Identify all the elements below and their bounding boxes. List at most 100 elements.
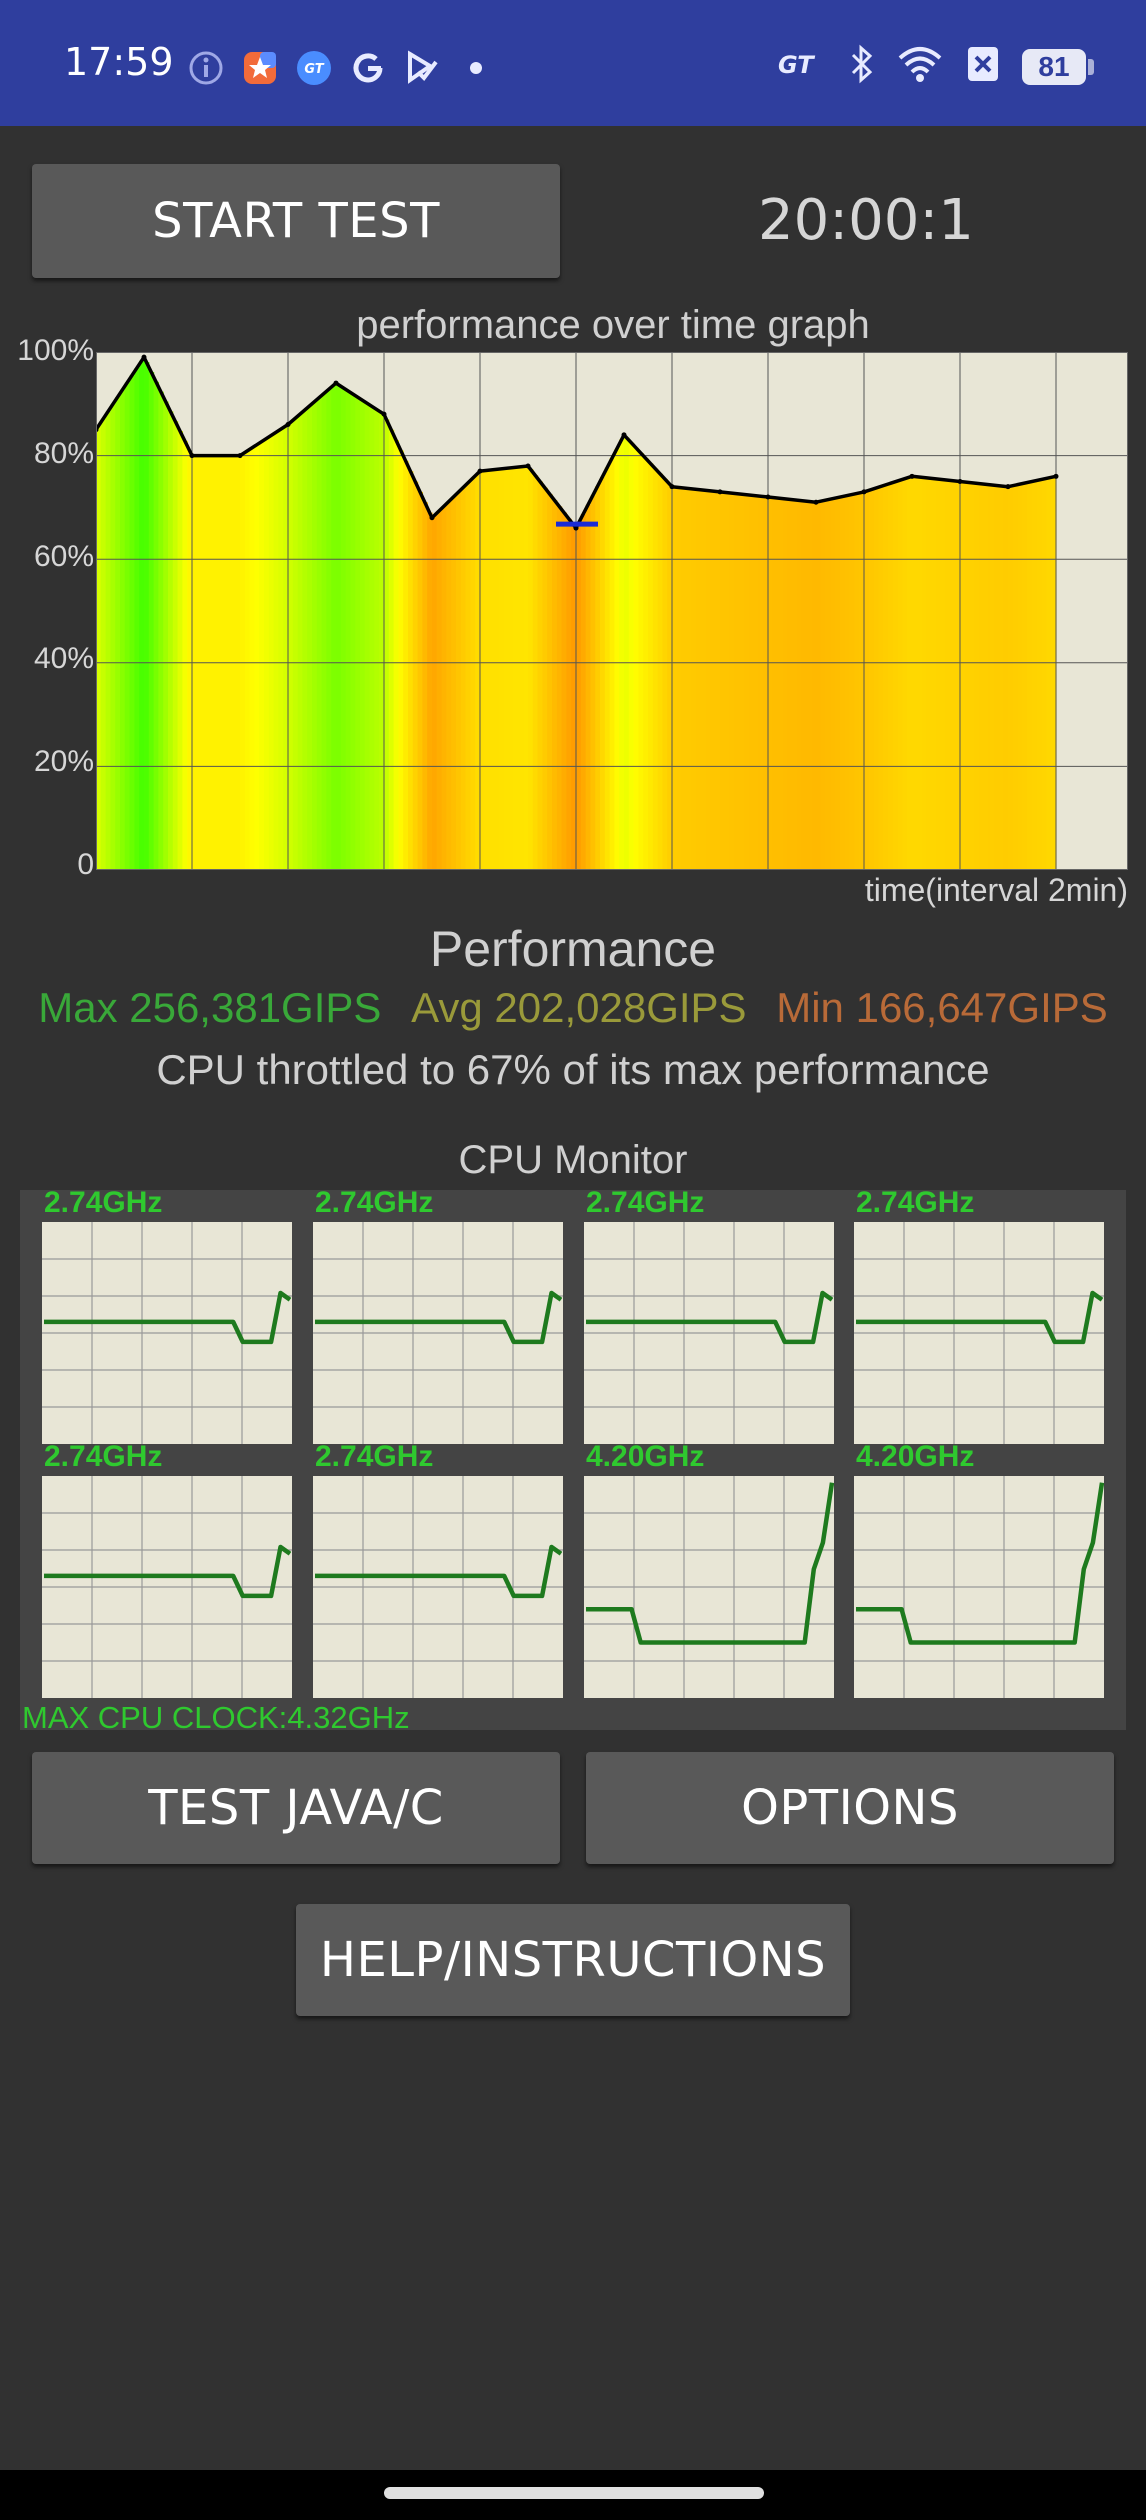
heat-strip bbox=[984, 484, 990, 870]
heat-strip bbox=[825, 499, 831, 870]
performance-point bbox=[861, 489, 867, 495]
cpu-frequency-trace bbox=[315, 1544, 563, 1599]
heat-strip bbox=[782, 498, 788, 870]
heat-strip bbox=[518, 466, 524, 870]
heat-strip bbox=[148, 371, 155, 870]
heat-strip bbox=[240, 454, 246, 870]
heat-strip bbox=[681, 487, 687, 870]
y-tick-0: 0 bbox=[77, 848, 94, 881]
test-java-c-button[interactable]: TEST JAVA/C bbox=[32, 1752, 560, 1864]
heat-strip bbox=[139, 360, 145, 870]
heat-strip bbox=[643, 458, 649, 870]
heat-strip bbox=[283, 426, 289, 870]
heat-strip bbox=[902, 478, 908, 870]
heat-strip bbox=[302, 410, 308, 870]
heat-strip bbox=[321, 393, 327, 870]
heat-strip bbox=[475, 473, 481, 870]
options-button[interactable]: OPTIONS bbox=[586, 1752, 1114, 1864]
heat-strip bbox=[288, 422, 294, 870]
heat-strip bbox=[878, 486, 884, 870]
performance-point bbox=[1005, 484, 1011, 490]
heat-strip bbox=[715, 491, 721, 870]
heat-strip bbox=[950, 480, 956, 870]
cpu-core-graph bbox=[313, 1222, 563, 1444]
heat-strip bbox=[422, 502, 428, 870]
heat-strip bbox=[1003, 486, 1009, 870]
home-handle[interactable] bbox=[384, 2487, 764, 2499]
wifi-icon bbox=[896, 44, 944, 89]
heat-strip bbox=[278, 429, 284, 870]
heat-strip bbox=[624, 437, 630, 870]
heat-strip bbox=[403, 460, 409, 870]
heat-strip bbox=[864, 491, 870, 870]
heat-strip bbox=[590, 495, 596, 870]
heat-strip bbox=[724, 492, 731, 870]
heat-strip bbox=[816, 501, 822, 870]
heat-strip bbox=[969, 482, 975, 870]
heat-strip bbox=[345, 390, 351, 870]
performance-point bbox=[141, 354, 147, 360]
heat-strip bbox=[465, 482, 471, 870]
cpu-monitor-title: CPU Monitor bbox=[458, 1138, 688, 1182]
heat-strip bbox=[364, 403, 371, 870]
heat-strip bbox=[172, 421, 179, 870]
heat-strip bbox=[393, 440, 399, 870]
heat-strip bbox=[657, 473, 663, 870]
heat-strip bbox=[100, 418, 107, 870]
heat-strip bbox=[801, 500, 807, 870]
heat-strip bbox=[494, 469, 500, 870]
heat-strip bbox=[499, 468, 505, 870]
test-timer: 20:00:1 bbox=[758, 188, 974, 253]
heat-strip bbox=[168, 411, 174, 870]
cpu-monitor-panel: 2.74GHz 2.74GHz 2.74GHz 2.74GHz 2.74GHz 2.74G… bbox=[20, 1186, 1126, 1730]
performance-point bbox=[333, 380, 339, 386]
heat-strip bbox=[96, 426, 102, 870]
heat-strip bbox=[369, 406, 375, 870]
heat-strip bbox=[307, 405, 313, 870]
heat-strip bbox=[460, 487, 467, 870]
performance-point bbox=[429, 515, 435, 521]
heat-strip bbox=[964, 482, 971, 870]
y-tick-60: 60% bbox=[33, 540, 94, 573]
heat-strip bbox=[528, 469, 534, 870]
cpu-core-graph bbox=[42, 1222, 292, 1444]
heat-strip bbox=[667, 484, 673, 870]
graph-title: performance over time graph bbox=[356, 303, 870, 347]
heat-strip bbox=[806, 501, 812, 870]
cpu-core-graph bbox=[854, 1476, 1104, 1698]
heat-strip bbox=[316, 397, 323, 870]
heat-strip bbox=[595, 486, 601, 870]
y-tick-80: 80% bbox=[33, 437, 94, 470]
heat-strip bbox=[1051, 476, 1057, 870]
heat-strip bbox=[652, 468, 659, 870]
heat-strip bbox=[513, 467, 519, 870]
cpu-core-graph bbox=[854, 1222, 1104, 1444]
max-performance: Max 256,381GIPS bbox=[38, 984, 382, 1031]
start-test-button[interactable]: START TEST bbox=[32, 164, 560, 278]
cpu-core-graph bbox=[584, 1476, 834, 1698]
heat-strip bbox=[547, 493, 553, 870]
heat-strip bbox=[1041, 478, 1047, 870]
heat-strip bbox=[451, 496, 457, 870]
help-instructions-button[interactable]: HELP/INSTRUCTIONS bbox=[296, 1904, 850, 2016]
performance-point bbox=[189, 453, 195, 459]
heat-strip bbox=[700, 490, 707, 870]
performance-point bbox=[525, 463, 531, 469]
heat-strip bbox=[763, 496, 769, 870]
heat-strip bbox=[1022, 483, 1028, 870]
heat-strip bbox=[153, 381, 159, 870]
cpu-frequency-trace bbox=[586, 1482, 834, 1645]
performance-stats: Max 256,381GIPS Avg 202,028GIPS Min 166,… bbox=[0, 984, 1146, 1032]
min-performance: Min 166,647GIPS bbox=[776, 984, 1108, 1031]
heat-strip bbox=[892, 481, 899, 870]
heat-strip bbox=[1046, 477, 1052, 870]
heat-strip bbox=[648, 463, 654, 870]
cpu-core-frequency: 2.74GHz bbox=[44, 1186, 163, 1219]
y-tick-20: 20% bbox=[33, 745, 94, 778]
heat-strip bbox=[571, 525, 577, 870]
heat-strip bbox=[945, 480, 951, 870]
performance-point bbox=[957, 479, 963, 484]
heat-strip bbox=[412, 481, 419, 870]
heat-strip bbox=[110, 404, 116, 870]
heat-strip bbox=[672, 486, 678, 870]
